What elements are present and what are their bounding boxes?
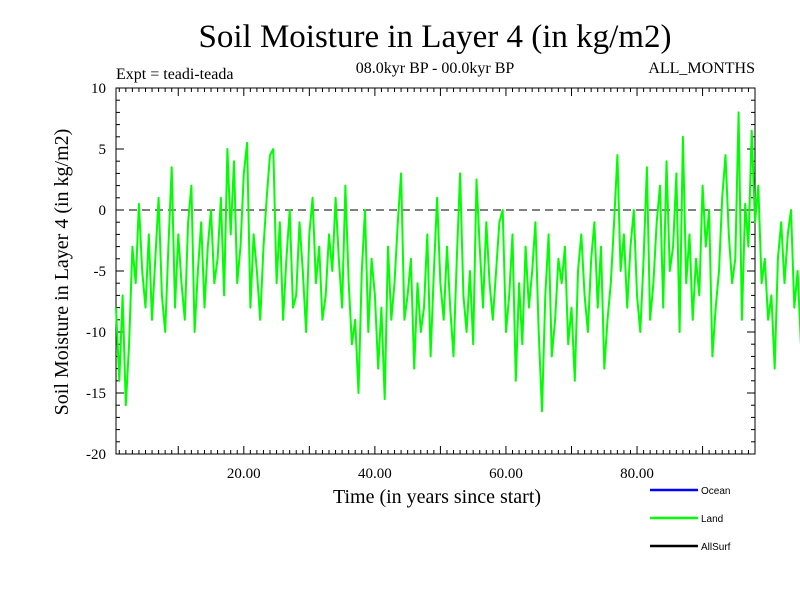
y-tick-label: 5 [99,142,107,158]
x-axis-ticks: 20.00 40.00 60.00 80.00 [118,88,756,482]
y-axis-label: Soil Moisture in Layer 4 (in kg/m2) [51,129,73,416]
x-tick-label: 40.00 [358,466,392,482]
months-label: ALL_MONTHS [648,60,755,77]
x-tick-label: 60.00 [489,466,523,482]
y-tick-label: 0 [99,203,107,219]
series-group [115,111,800,413]
x-tick-label: 80.00 [620,466,654,482]
x-axis-label: Time (in years since start) [333,486,541,508]
legend-label-allsurf: AllSurf [701,542,731,553]
y-axis-ticks: -20 -15 -10 -5 0 5 10 [86,81,755,463]
legend-label-land: Land [701,514,723,525]
plot-frame [115,87,756,455]
experiment-label: Expt = teadi-teada [116,66,233,83]
legend-label-ocean: Ocean [701,486,730,497]
series-line-land [115,111,800,413]
legend: Ocean Land AllSurf [650,486,731,553]
y-tick-label: -20 [86,447,106,463]
x-tick-label: 20.00 [227,466,261,482]
y-tick-label: 10 [91,81,106,97]
y-tick-label: -10 [86,325,106,341]
time-range-label: 08.0kyr BP - 00.0kyr BP [356,60,515,77]
axes [115,87,756,455]
y-tick-label: -5 [94,264,107,280]
chart-title: Soil Moisture in Layer 4 (in kg/m2) [199,19,672,55]
y-tick-label: -15 [86,386,106,402]
